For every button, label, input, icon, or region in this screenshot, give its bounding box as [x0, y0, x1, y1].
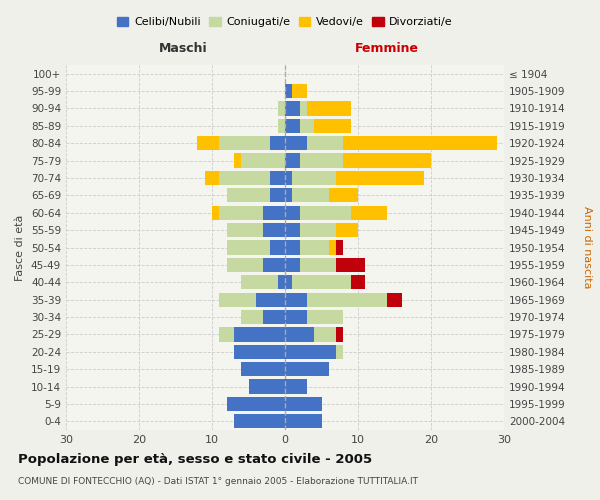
Bar: [336, 223, 358, 237]
Bar: [299, 258, 336, 272]
Bar: [271, 240, 285, 254]
Bar: [220, 328, 234, 342]
Bar: [285, 136, 307, 150]
Bar: [227, 240, 271, 254]
Bar: [285, 206, 299, 220]
Bar: [278, 118, 285, 133]
Bar: [256, 292, 285, 307]
Bar: [285, 223, 299, 237]
Bar: [336, 344, 343, 359]
Bar: [285, 310, 307, 324]
Bar: [299, 102, 307, 116]
Bar: [220, 136, 271, 150]
Bar: [241, 362, 285, 376]
Bar: [343, 136, 497, 150]
Text: Femmine: Femmine: [355, 42, 419, 54]
Bar: [336, 240, 343, 254]
Bar: [212, 206, 220, 220]
Bar: [227, 188, 271, 202]
Bar: [285, 84, 292, 98]
Bar: [292, 188, 329, 202]
Bar: [197, 136, 220, 150]
Bar: [271, 171, 285, 185]
Bar: [241, 310, 263, 324]
Bar: [285, 380, 307, 394]
Bar: [299, 154, 343, 168]
Bar: [314, 118, 350, 133]
Bar: [205, 171, 220, 185]
Bar: [278, 102, 285, 116]
Text: Popolazione per età, sesso e stato civile - 2005: Popolazione per età, sesso e stato civil…: [18, 452, 372, 466]
Bar: [350, 206, 387, 220]
Bar: [271, 136, 285, 150]
Bar: [234, 344, 285, 359]
Bar: [292, 275, 350, 289]
Bar: [336, 328, 343, 342]
Bar: [220, 292, 256, 307]
Bar: [336, 171, 424, 185]
Bar: [343, 154, 431, 168]
Bar: [299, 118, 314, 133]
Bar: [285, 240, 299, 254]
Bar: [285, 362, 329, 376]
Bar: [263, 310, 285, 324]
Bar: [285, 397, 322, 411]
Bar: [263, 206, 285, 220]
Y-axis label: Anni di nascita: Anni di nascita: [582, 206, 592, 289]
Bar: [299, 206, 351, 220]
Bar: [234, 154, 241, 168]
Bar: [307, 292, 387, 307]
Bar: [307, 310, 343, 324]
Bar: [285, 154, 299, 168]
Bar: [299, 223, 336, 237]
Bar: [220, 206, 263, 220]
Text: Maschi: Maschi: [158, 42, 207, 54]
Y-axis label: Fasce di età: Fasce di età: [16, 214, 25, 280]
Bar: [285, 414, 322, 428]
Bar: [227, 397, 285, 411]
Bar: [248, 380, 285, 394]
Bar: [329, 188, 358, 202]
Bar: [285, 188, 292, 202]
Legend: Celibi/Nubili, Coniugati/e, Vedovi/e, Divorziati/e: Celibi/Nubili, Coniugati/e, Vedovi/e, Di…: [113, 12, 457, 32]
Bar: [285, 171, 292, 185]
Bar: [263, 258, 285, 272]
Bar: [292, 84, 307, 98]
Bar: [234, 414, 285, 428]
Bar: [285, 258, 299, 272]
Bar: [285, 102, 299, 116]
Bar: [263, 223, 285, 237]
Bar: [241, 275, 278, 289]
Bar: [307, 136, 343, 150]
Bar: [285, 292, 307, 307]
Bar: [227, 223, 263, 237]
Bar: [299, 240, 329, 254]
Bar: [307, 102, 350, 116]
Bar: [329, 240, 336, 254]
Bar: [220, 171, 271, 185]
Bar: [285, 275, 292, 289]
Bar: [292, 171, 336, 185]
Bar: [285, 344, 336, 359]
Bar: [387, 292, 402, 307]
Bar: [314, 328, 336, 342]
Bar: [234, 328, 285, 342]
Bar: [241, 154, 285, 168]
Bar: [285, 118, 299, 133]
Bar: [227, 258, 263, 272]
Text: COMUNE DI FONTECCHIO (AQ) - Dati ISTAT 1° gennaio 2005 - Elaborazione TUTTITALIA: COMUNE DI FONTECCHIO (AQ) - Dati ISTAT 1…: [18, 478, 418, 486]
Bar: [278, 275, 285, 289]
Bar: [285, 328, 314, 342]
Bar: [336, 258, 365, 272]
Bar: [350, 275, 365, 289]
Bar: [271, 188, 285, 202]
